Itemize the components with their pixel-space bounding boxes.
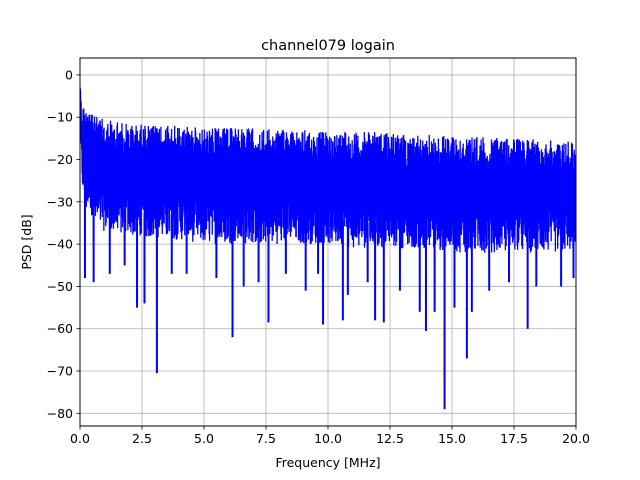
y-tick-label: −10 — [47, 110, 73, 125]
y-axis-label: PSD [dB] — [19, 214, 34, 269]
x-tick-label: 12.5 — [376, 431, 404, 446]
x-tick-label: 10.0 — [314, 431, 342, 446]
y-tick-label: −50 — [47, 279, 73, 294]
y-tick-label: −60 — [47, 321, 73, 336]
psd-trace — [80, 87, 576, 410]
y-tick-label: −30 — [47, 194, 73, 209]
psd-series — [80, 87, 576, 410]
x-tick-label: 7.5 — [256, 431, 276, 446]
y-tick-label: −20 — [47, 152, 73, 167]
plot-area — [80, 87, 576, 410]
chart-title: channel079 logain — [261, 38, 395, 54]
x-axis-label: Frequency [MHz] — [275, 455, 380, 470]
x-tick-label: 20.0 — [562, 431, 590, 446]
x-tick-label: 15.0 — [438, 431, 466, 446]
x-tick-label: 2.5 — [132, 431, 152, 446]
x-axis-ticks: 0.0 2.5 5.0 7.5 10.0 12.5 15.0 17.5 20.0 — [70, 426, 590, 446]
x-tick-label: 5.0 — [194, 431, 214, 446]
x-tick-label: 17.5 — [500, 431, 528, 446]
x-tick-label: 0.0 — [70, 431, 90, 446]
y-tick-label: −70 — [47, 364, 73, 379]
y-tick-label: 0 — [65, 67, 73, 82]
y-axis-ticks: 0 −10 −20 −30 −40 −50 −60 −70 −80 — [47, 67, 80, 421]
y-tick-label: −80 — [47, 406, 73, 421]
y-tick-label: −40 — [47, 237, 73, 252]
